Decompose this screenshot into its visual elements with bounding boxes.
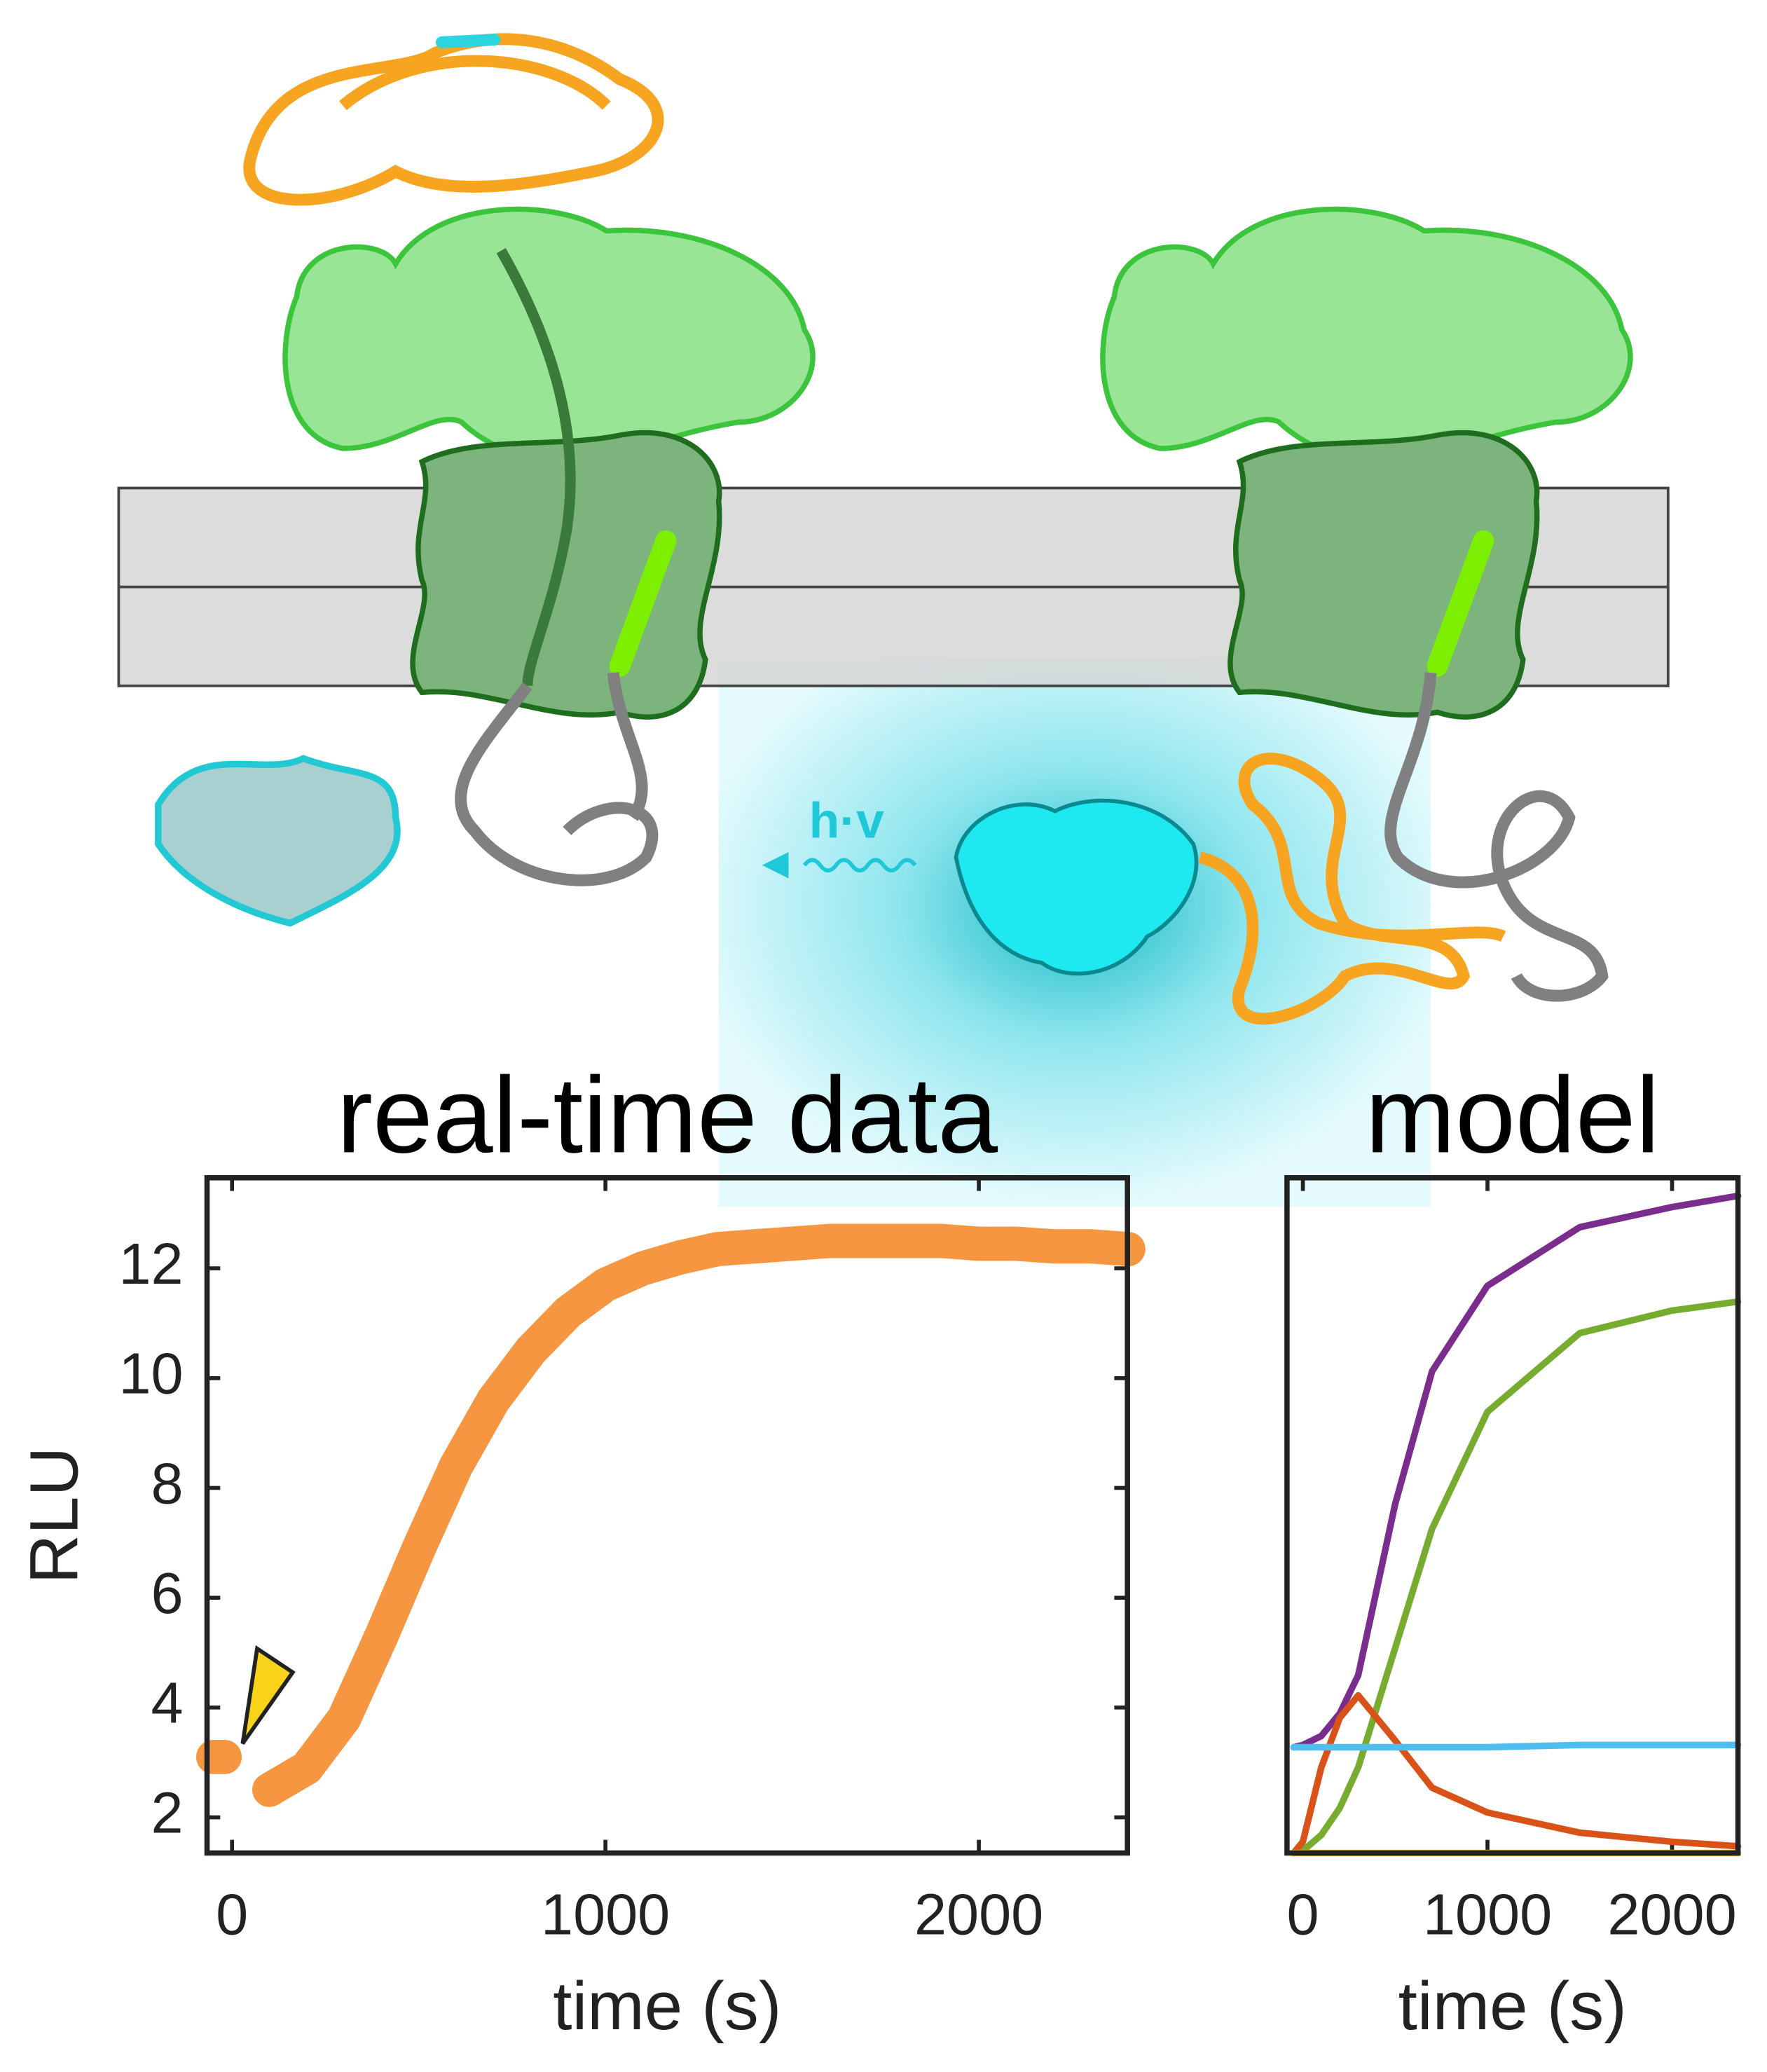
x-axis-label: time (s) xyxy=(1398,1967,1627,2044)
chart-title: model xyxy=(1366,1054,1660,1175)
helix2 xyxy=(1426,530,1494,677)
x-tick-label: 0 xyxy=(1287,1881,1319,1947)
series-line xyxy=(196,1223,1146,1807)
x-axis-label: time (s) xyxy=(553,1967,781,2044)
protein-a2 xyxy=(1100,206,1633,460)
y-tick-label: 4 xyxy=(151,1670,184,1736)
chain-grey xyxy=(455,672,659,886)
helix xyxy=(609,530,677,677)
protein-a xyxy=(282,206,816,460)
series-line xyxy=(1290,1298,1742,1857)
protein-b2 xyxy=(1228,430,1540,720)
x-tick-label: 2000 xyxy=(1607,1881,1736,1947)
tag xyxy=(436,34,501,48)
chain-orange xyxy=(1198,753,1506,1025)
x-tick-label: 1000 xyxy=(541,1881,670,1947)
series-line xyxy=(1290,1692,1742,1857)
x-tick-label: 2000 xyxy=(914,1881,1043,1947)
chart-title: real-time data xyxy=(337,1054,998,1175)
y-tick-label: 6 xyxy=(151,1560,184,1626)
plot-frame xyxy=(204,1175,1130,1856)
wave-arrow xyxy=(762,851,789,879)
photon-label: h·v xyxy=(809,793,884,849)
x-tick-label: 0 xyxy=(216,1881,248,1947)
y-tick-label: 2 xyxy=(151,1780,184,1845)
chain-through xyxy=(496,247,576,687)
chain-grey2 xyxy=(1384,672,1609,1002)
plot-frame xyxy=(1284,1175,1741,1856)
luciferase xyxy=(954,798,1199,976)
y-tick-label: 10 xyxy=(119,1341,184,1406)
series-line xyxy=(1290,1192,1742,1751)
wave xyxy=(802,858,917,873)
y-axis-label: RLU xyxy=(15,1447,92,1584)
y-tick-label: 12 xyxy=(119,1231,184,1296)
diagram: h·v xyxy=(117,33,1670,1207)
x-tick-label: 1000 xyxy=(1423,1881,1552,1947)
injection-marker xyxy=(240,1645,296,1745)
protein-c xyxy=(155,755,401,927)
y-tick-label: 8 xyxy=(151,1450,184,1516)
series-line xyxy=(1290,1741,1742,1751)
chain-top xyxy=(243,33,664,206)
protein-b xyxy=(410,430,722,720)
